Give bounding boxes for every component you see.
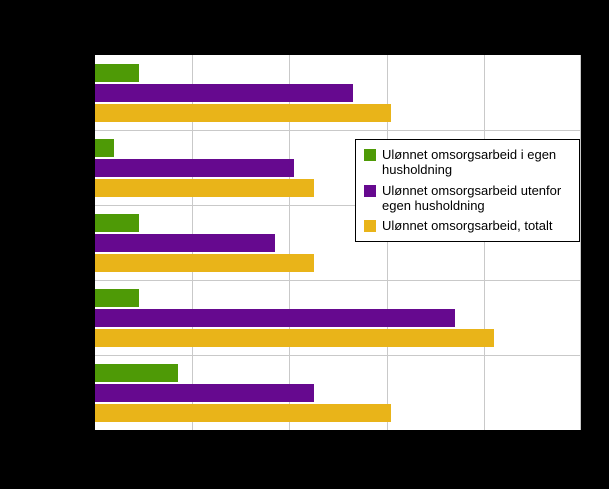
bar (95, 138, 115, 157)
bar (95, 253, 314, 272)
legend: Ulønnet omsorgsarbeid i egen husholdning… (355, 139, 580, 242)
legend-item: Ulønnet omsorgsarbeid utenfor egen husho… (364, 183, 571, 214)
gridline-vertical (289, 55, 291, 430)
bar (95, 63, 139, 82)
legend-item: Ulønnet omsorgsarbeid i egen husholdning (364, 147, 571, 178)
gridline-horizontal (95, 280, 581, 281)
bar-group (95, 355, 581, 430)
bar (95, 233, 275, 252)
bar-group (95, 130, 581, 205)
bar (95, 383, 314, 402)
bar (95, 103, 392, 122)
gridline-vertical (580, 55, 581, 430)
plot-area (95, 55, 581, 430)
gridline-horizontal (95, 130, 581, 131)
bar-group (95, 205, 581, 280)
bar (95, 328, 494, 347)
legend-label: Ulønnet omsorgsarbeid, totalt (382, 218, 553, 234)
legend-item: Ulønnet omsorgsarbeid, totalt (364, 218, 571, 233)
bar (95, 403, 392, 422)
legend-label: Ulønnet omsorgsarbeid i egen husholdning (382, 147, 557, 178)
bar (95, 83, 353, 102)
legend-swatch-purple-icon (364, 184, 376, 197)
gridline-horizontal (95, 355, 581, 356)
bar (95, 178, 314, 197)
gridline-vertical (386, 55, 388, 430)
bar (95, 288, 139, 307)
gridline-horizontal (95, 205, 581, 206)
legend-swatch-green-icon (364, 149, 376, 161)
legend-swatch-yellow-icon (364, 220, 376, 233)
bar (95, 158, 295, 177)
gridline-vertical (483, 55, 485, 430)
bar (95, 213, 139, 232)
bar-group (95, 55, 581, 130)
bars-container (95, 55, 581, 430)
bar-group (95, 280, 581, 355)
bar (95, 363, 178, 382)
bar (95, 308, 455, 327)
legend-label: Ulønnet omsorgsarbeid utenfor egen husho… (382, 182, 562, 213)
